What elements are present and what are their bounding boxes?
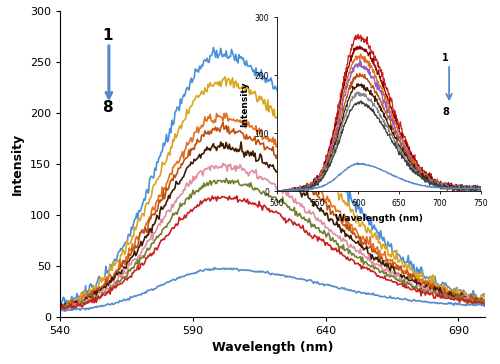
- X-axis label: Wavelength (nm): Wavelength (nm): [212, 341, 333, 354]
- Text: 1: 1: [102, 28, 113, 43]
- Text: 8: 8: [102, 100, 113, 115]
- Y-axis label: Intensity: Intensity: [12, 133, 24, 195]
